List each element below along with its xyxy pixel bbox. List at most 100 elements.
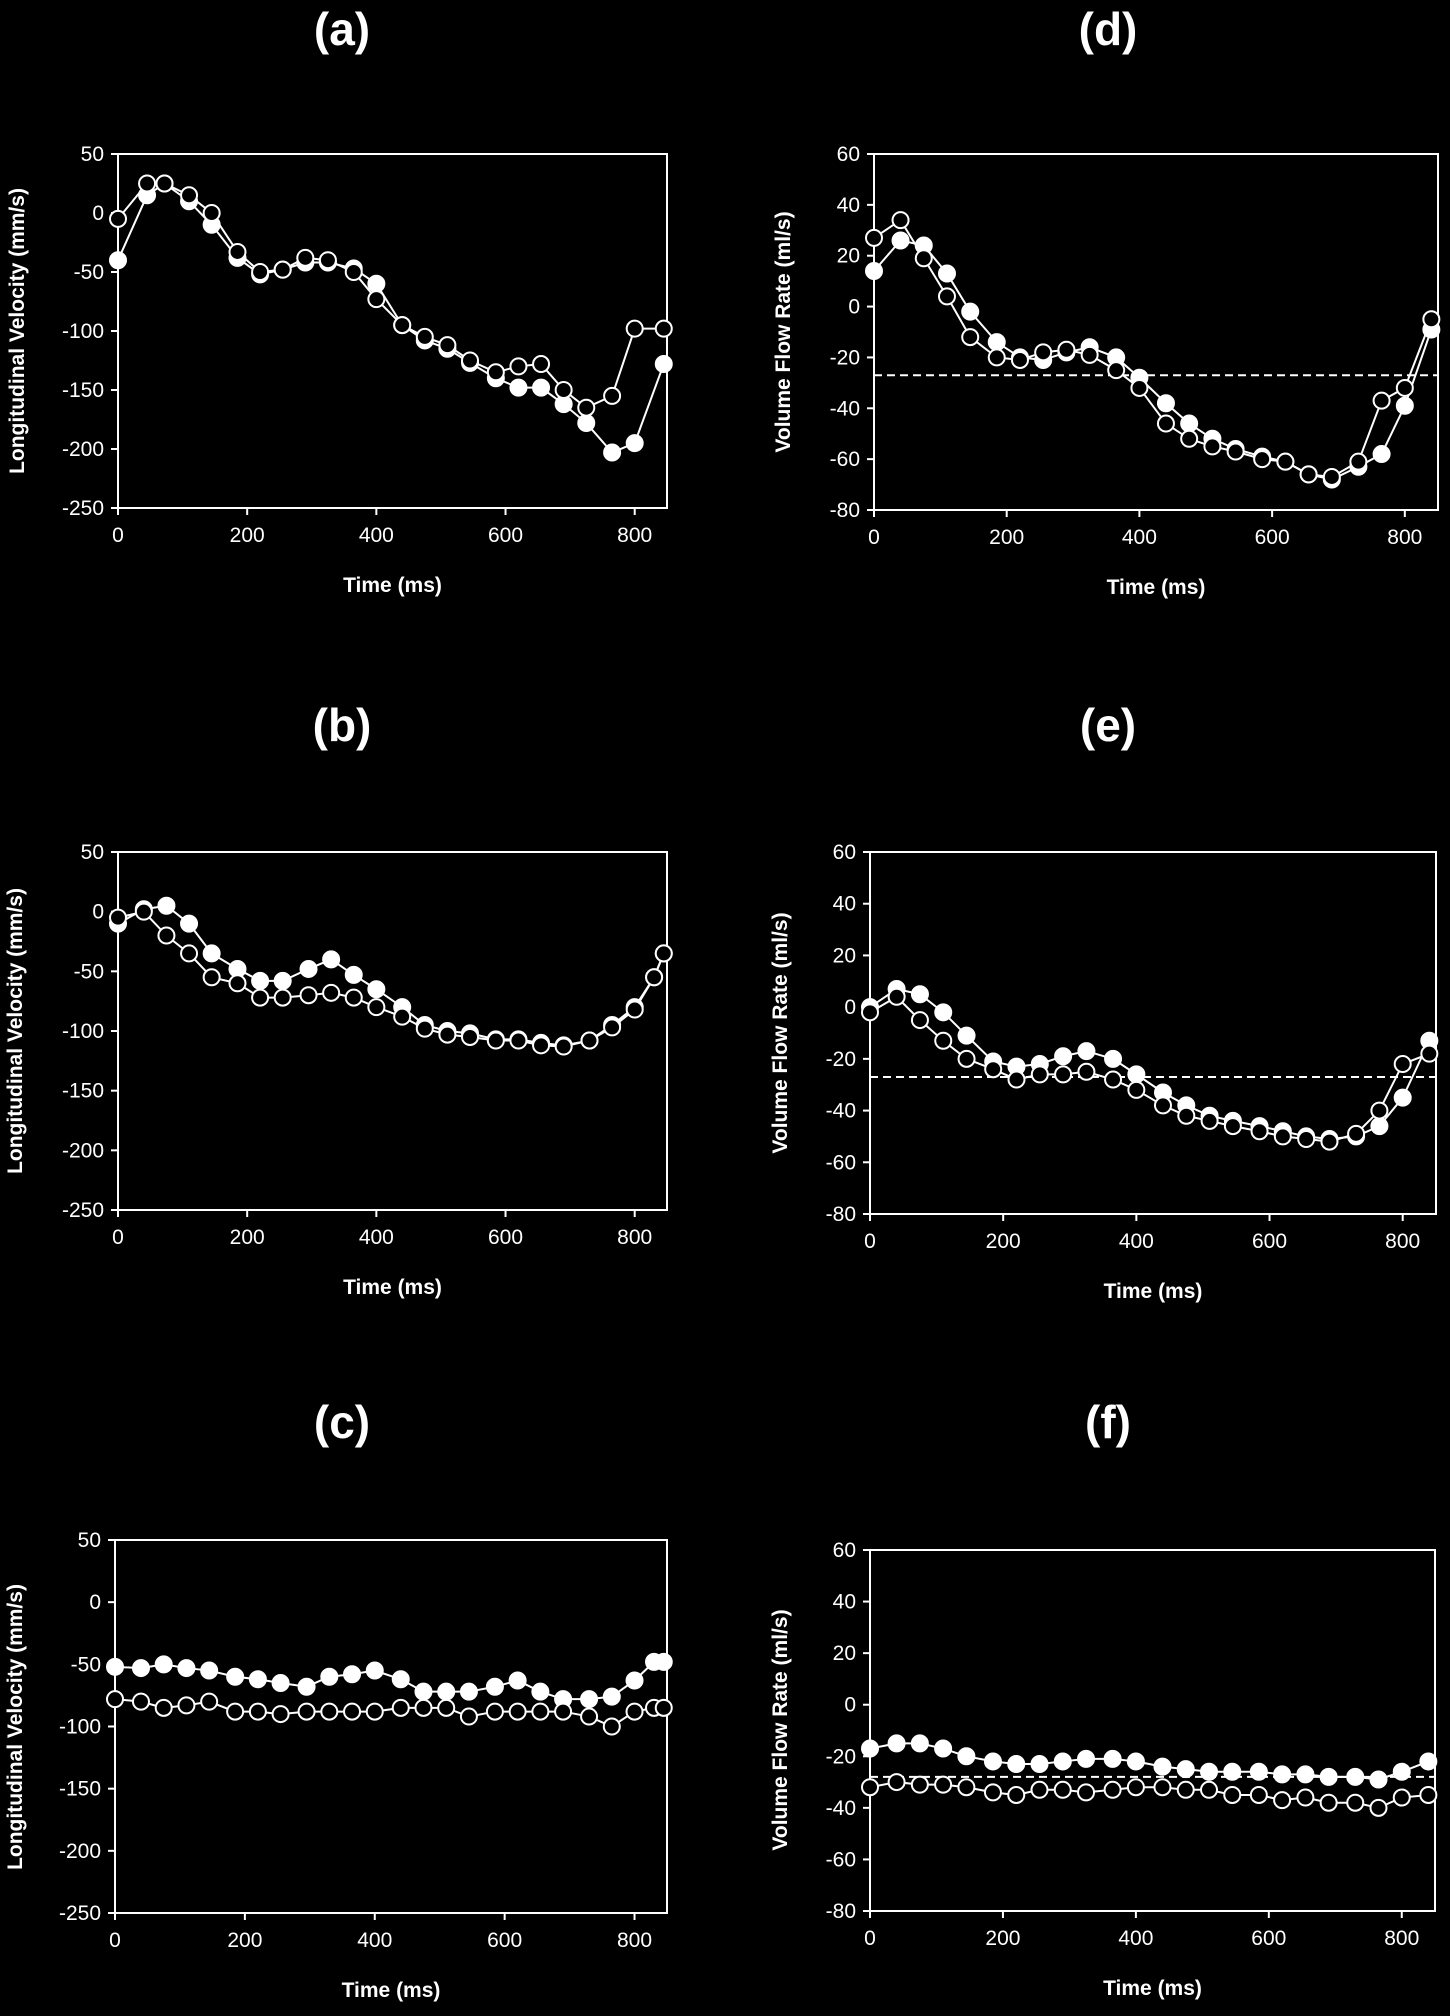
open-series-point (322, 983, 341, 1002)
filled-series-line (873, 239, 1433, 481)
filled-series-point (1180, 414, 1199, 433)
open-series-point (509, 357, 528, 376)
x-tick-label: 0 (112, 524, 124, 547)
open-series-point (200, 1692, 219, 1711)
open-series-point (438, 336, 457, 355)
x-tick-label: 400 (1122, 526, 1157, 549)
y-tick-label: 0 (844, 996, 856, 1019)
x-tick-label: 0 (864, 1927, 876, 1950)
open-series-point (1320, 1132, 1339, 1151)
filled-series-point (248, 1670, 267, 1689)
open-series-point (984, 1060, 1003, 1079)
open-series-point (509, 1031, 528, 1050)
open-series-point (1253, 450, 1272, 469)
open-series-point (228, 974, 247, 993)
y-tick-label: -250 (62, 1199, 104, 1222)
open-series-point (1203, 437, 1222, 456)
y-tick-label: 60 (837, 143, 860, 166)
filled-series-line (114, 1660, 664, 1701)
open-series-point (459, 1707, 478, 1726)
filled-series-point (1077, 1749, 1096, 1768)
filled-series-point (365, 1661, 384, 1680)
open-series-point (154, 1698, 173, 1717)
y-tick-label: -60 (826, 1848, 856, 1871)
filled-series-point (1077, 1042, 1096, 1061)
open-series-point (645, 968, 664, 987)
y-axis-label: Volume Flow Rate (ml/s) (769, 1609, 792, 1850)
open-series-point (1273, 1127, 1292, 1146)
filled-series-point (297, 1677, 316, 1696)
open-series-point (1153, 1096, 1172, 1115)
open-series-point (532, 1036, 551, 1055)
open-series-point (1034, 343, 1053, 362)
open-series-point (486, 1031, 505, 1050)
filled-series-point (891, 231, 910, 250)
open-series-point (461, 351, 480, 370)
filled-series-point (508, 1671, 527, 1690)
x-tick-label: 800 (1385, 1230, 1420, 1253)
open-series-point (1200, 1111, 1219, 1130)
filled-series-point (934, 1739, 953, 1758)
y-tick-label: -40 (826, 1797, 856, 1820)
open-series-point (1107, 361, 1126, 380)
open-series-point (1273, 1791, 1292, 1810)
open-series-point (934, 1031, 953, 1050)
open-series-point (202, 204, 221, 222)
filled-series-point (1393, 1088, 1412, 1107)
open-series-point (155, 174, 174, 193)
y-tick-label: 50 (81, 841, 104, 864)
open-series-point (297, 1702, 316, 1721)
open-series-point (654, 944, 673, 963)
filled-series-point (983, 1752, 1002, 1771)
filled-series-point (1176, 1760, 1195, 1779)
open-series-point (393, 1007, 412, 1026)
open-series-point (625, 1702, 644, 1721)
filled-series-point (459, 1682, 478, 1701)
open-series-point (109, 908, 127, 927)
open-series-point (983, 1783, 1002, 1802)
filled-series-point (367, 980, 386, 999)
filled-series-point (200, 1661, 219, 1680)
open-series-point (1393, 1055, 1412, 1074)
filled-series-point (177, 1659, 196, 1678)
open-series-point (961, 328, 980, 347)
chart-a: 50 0 -50 -100 -150 -200 -250 0 200 400 600 800 Time … (6, 143, 673, 597)
open-series-point (106, 1690, 124, 1709)
filled-series-point (202, 944, 221, 963)
x-tick-label: 200 (985, 1927, 1020, 1950)
y-axis-label: Volume Flow Rate (ml/s) (769, 912, 792, 1153)
filled-series-point (625, 1671, 644, 1690)
chart-b: 50 0 -50 -100 -150 -200 -250 0 200 400 600 800 Time … (4, 841, 673, 1299)
open-series-point (273, 988, 292, 1007)
x-axis-label: Time (ms) (1107, 576, 1206, 599)
open-series-point (393, 316, 412, 335)
open-series-point (134, 902, 153, 921)
open-series-point (934, 1775, 953, 1794)
open-series-point (367, 998, 386, 1017)
filled-series-point (1053, 1752, 1072, 1771)
open-series-point (532, 355, 551, 374)
y-tick-label: 50 (78, 1529, 101, 1552)
open-series-point (1103, 1780, 1122, 1799)
open-series-point (654, 1698, 673, 1717)
open-series-point (1420, 1044, 1439, 1063)
open-series-point (625, 1000, 644, 1019)
x-tick-label: 600 (1251, 1927, 1286, 1950)
x-tick-label: 600 (487, 1929, 522, 1952)
y-tick-label: -250 (59, 1902, 101, 1925)
open-series-point (1392, 1788, 1411, 1807)
open-series-point (914, 249, 933, 268)
open-series-point (1223, 1117, 1242, 1136)
x-tick-label: 600 (488, 524, 523, 547)
open-series-point (177, 1696, 196, 1715)
x-tick-label: 400 (1119, 1230, 1154, 1253)
filled-series-point (1369, 1770, 1388, 1789)
open-series-point (415, 327, 434, 346)
x-axis-label: Time (ms) (343, 574, 442, 597)
filled-series-point (1153, 1757, 1172, 1776)
y-tick-label: 0 (844, 1694, 856, 1717)
y-tick-label: -100 (62, 1020, 104, 1043)
open-series-point (1319, 1793, 1338, 1812)
y-tick-label: -100 (62, 320, 104, 343)
y-tick-label: -60 (830, 448, 860, 471)
